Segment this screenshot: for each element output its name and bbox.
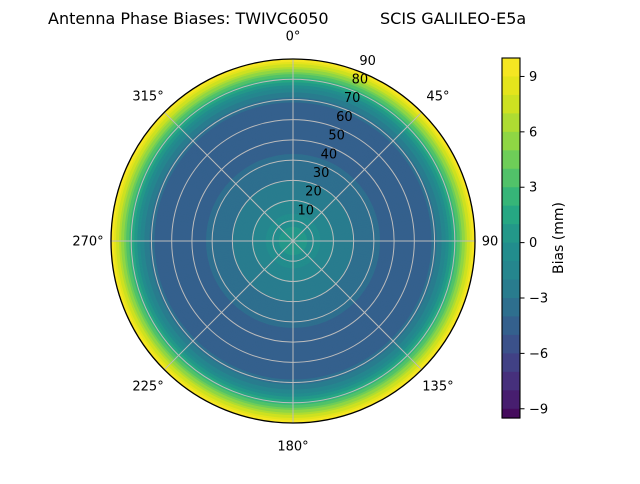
radial-tick-label: 80 [352,73,369,88]
radial-tick-label: 40 [321,147,338,162]
radial-tick-label: 90 [359,54,376,69]
radial-tick-label: 70 [344,91,361,106]
colorbar-axis-label: Bias (mm) [551,202,567,274]
angular-tick-label: 90 [482,235,499,250]
grid-spoke [292,111,423,242]
chart-title-right: SCIS GALILEO-E5a [380,9,527,28]
colorbar-band [502,390,520,410]
angular-tick-label: 0° [286,30,301,45]
chart-title-left: Antenna Phase Biases: TWIVC6050 [48,9,329,28]
radial-tick-labels: 10 20 30 40 50 60 70 80 90 [297,54,375,218]
colorbar-band [502,224,520,244]
colorbar-band [502,408,520,419]
grid-spoke [163,111,294,242]
colorbar-tick-label: 0 [529,236,537,251]
colorbar-band [502,298,520,318]
colorbar-band [502,113,520,133]
colorbar-band [502,261,520,281]
colorbar-band [502,316,520,336]
colorbar-band [502,279,520,299]
angular-tick-label: 180° [277,440,308,455]
radial-tick-label: 20 [305,185,322,200]
colorbar-band [502,168,520,188]
colorbar-band [502,58,520,78]
angular-tick-label: 315° [132,90,163,105]
colorbar-band [502,187,520,207]
colorbar-tick-label: 6 [529,125,537,140]
colorbar-band [502,205,520,225]
colorbar-band [502,150,520,170]
grid-spoke [292,240,423,371]
colorbar-tick-label: 9 [529,70,537,85]
colorbar-band [502,334,520,354]
angular-tick-label: 45° [426,90,449,105]
colorbar-tick-label: −3 [529,292,548,307]
colorbar-band [502,371,520,391]
radial-tick-label: 60 [336,110,353,125]
colorbar-tick-label: 3 [529,181,537,196]
colorbar-tick-label: −6 [529,347,548,362]
radial-tick-label: 10 [297,203,314,218]
colorbar-outline [501,57,521,419]
polar-grid [110,58,476,424]
angular-tick-label: 135° [422,379,453,394]
colorbar-tick-label: −9 [529,402,548,417]
polar-spine [110,58,476,424]
angular-tick-label: 270° [72,235,103,250]
colorbar-band [502,94,520,114]
radial-tick-label: 30 [313,166,330,181]
grid-spoke [163,240,294,371]
colorbar-band [502,353,520,373]
angular-tick-labels: 0° 45° 90 135° 180° 225° 270° 315° [72,30,498,455]
colorbar-band [502,242,520,262]
colorbar-band [502,76,520,96]
colorbar: 9 6 3 0 −3 −6 −9 [501,57,548,419]
colorbar-band [502,131,520,151]
angular-tick-label: 225° [132,379,163,394]
radial-tick-label: 50 [328,129,345,144]
